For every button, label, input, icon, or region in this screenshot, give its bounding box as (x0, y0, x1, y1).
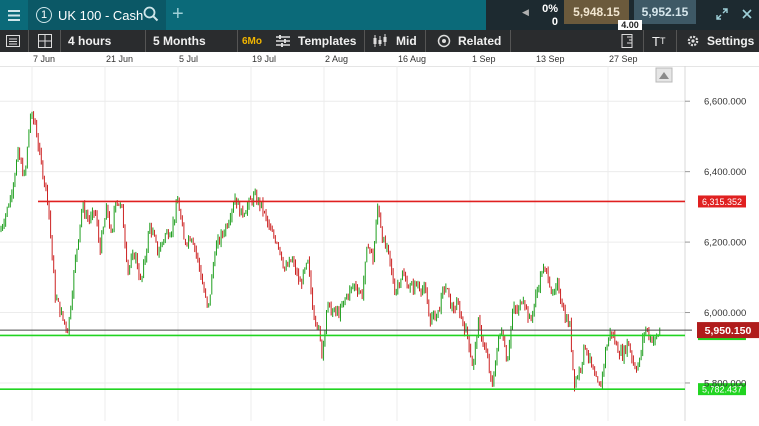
level-label-bg (698, 195, 746, 208)
layout-grid-icon[interactable] (38, 30, 52, 52)
x-tick-label: 2 Aug (325, 54, 349, 64)
level-label-bg (698, 383, 746, 396)
change-arrow-icon: ◀ (522, 7, 529, 17)
price-type-button[interactable]: Mid (396, 34, 417, 48)
tab-number-badge: 1 (36, 7, 52, 23)
instrument-tab[interactable]: 1 UK 100 - Cash (28, 0, 166, 30)
price-chart[interactable]: 6,315.352 5,782.437 6,600.000 6,400.000 6,2… (0, 66, 759, 421)
scroll-to-latest-icon[interactable] (655, 67, 673, 83)
range-selector[interactable]: 5 Months (153, 34, 206, 48)
interval-selector[interactable]: 4 hours (68, 34, 112, 48)
change-points: 0 (551, 16, 558, 28)
date-axis: 7 Jun 21 Jun 5 Jul 19 Jul 2 Aug 16 Aug 1… (0, 52, 759, 67)
search-icon[interactable] (143, 6, 159, 27)
change-percent: 0% (542, 3, 558, 15)
templates-button[interactable]: Templates (298, 34, 357, 48)
y-tick-label: 6,400.000 (704, 167, 746, 178)
ruler-icon[interactable] (621, 30, 633, 52)
close-icon[interactable] (741, 6, 753, 23)
level-label: 6,315.352 (702, 197, 742, 207)
y-tick-label: 6,000.000 (704, 308, 746, 319)
current-price-label: 5,950.150 (705, 325, 752, 337)
x-tick-label: 7 Jun (33, 54, 56, 64)
x-tick-label: 1 Sep (472, 54, 496, 64)
level-label: 5,782.437 (702, 385, 742, 395)
x-tick-label: 27 Sep (609, 54, 638, 64)
sell-button[interactable]: 5,948.15 (564, 0, 629, 24)
add-tab-icon[interactable]: + (172, 3, 184, 25)
y-tick-label: 6,600.000 (704, 97, 746, 108)
chart-toolbar: 4 hours 5 Months 6Mo Templates Mid Relat… (0, 30, 759, 52)
current-price-badge (697, 322, 759, 339)
x-tick-label: 16 Aug (398, 54, 427, 64)
candles-icon (372, 30, 388, 52)
settings-button[interactable]: Settings (707, 34, 755, 48)
chart-svg[interactable]: 6,315.352 5,782.437 6,600.000 6,400.000 6,2… (0, 66, 759, 421)
sidebar-toggle-icon[interactable] (6, 30, 20, 52)
menu-icon[interactable] (0, 0, 28, 30)
related-button[interactable]: Related (458, 34, 502, 48)
x-tick-label: 19 Jul (252, 54, 277, 64)
spread-badge: 4.00 (618, 20, 642, 30)
price-change: ◀ 0% 0 (486, 0, 564, 30)
top-bar: 1 UK 100 - Cash + ◀ 0% 0 5,948.15 5,952.… (0, 0, 759, 30)
expand-window-icon[interactable] (716, 8, 728, 23)
related-icon (437, 30, 451, 52)
range-badge: 6Mo (242, 35, 262, 47)
buy-button[interactable]: 5,952.15 (634, 0, 696, 24)
x-tick-label: 21 Jun (106, 54, 134, 64)
x-tick-label: 5 Jul (179, 54, 199, 64)
y-tick-label: 6,200.000 (704, 238, 746, 249)
templates-icon (276, 30, 290, 52)
instrument-name: UK 100 - Cash (58, 7, 144, 23)
gear-icon (686, 30, 700, 52)
y-tick-label: 5,800.000 (704, 378, 746, 389)
x-tick-label: 13 Sep (536, 54, 565, 64)
